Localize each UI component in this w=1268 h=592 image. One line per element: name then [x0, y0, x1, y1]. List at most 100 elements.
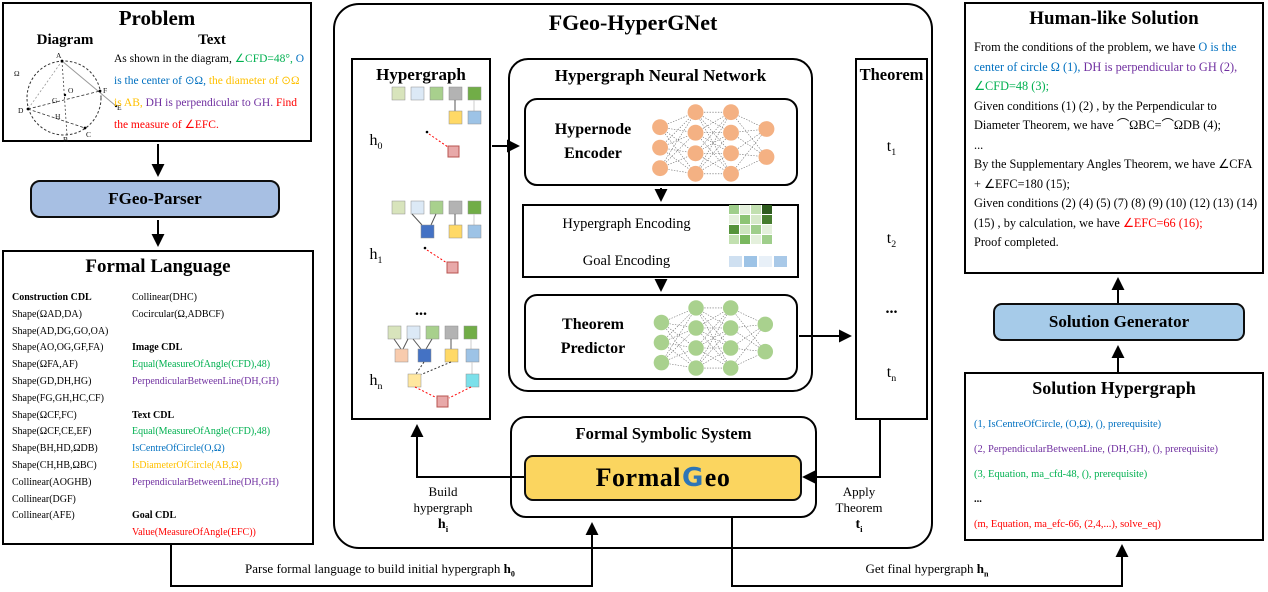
text-line: Given conditions (2) (4) (5) (7) (8) (9)…	[974, 194, 1258, 233]
text-line: Text CDL	[132, 408, 314, 425]
text-segment: Shape(ΩFA,AF)	[12, 359, 78, 371]
text-line: Shape(ΩAD,DA)	[12, 307, 130, 324]
text-segment: Shape(GD,DH,HG)	[12, 375, 92, 387]
text-line: PerpendicularBetweenLine(DH,GH)	[132, 374, 314, 391]
solution-hypergraph-box: Solution Hypergraph (1, IsCentreOfCircle…	[964, 372, 1264, 541]
neural-network-icon	[652, 104, 775, 182]
text-segment: Shape(AD,DG,GO,OA)	[12, 325, 109, 337]
text-line: Shape(CH,HB,ΩBC)	[12, 458, 130, 475]
text-segment: Given conditions (2) (4) (5) (7) (8) (9)…	[974, 196, 1258, 230]
text-line: Equal(MeasureOfAngle(CFD),48)	[132, 424, 314, 441]
goal-cell	[744, 256, 757, 267]
human-like-solution-title: Human-like Solution	[1029, 8, 1199, 29]
goal-cell	[759, 256, 772, 267]
build-hypergraph-label: Build hypergraph hi	[413, 484, 473, 534]
text-segment: Given conditions (1) (2) , by the Perpen…	[974, 98, 1221, 133]
text-segment: PerpendicularBetweenLine(DH,GH)	[132, 375, 279, 387]
hypergraph-h1-label: h1	[369, 246, 383, 267]
text-segment: ...	[974, 137, 984, 152]
text-segment: Shape(ΩAD,DA)	[12, 308, 82, 320]
text-line: ...	[974, 487, 1260, 512]
goal-cell	[774, 256, 787, 267]
theorem-predictor-label: Theorem Predictor	[560, 316, 626, 357]
text-segment: Collinear(DHC)	[132, 292, 197, 303]
text-segment: Shape(ΩCF,FC)	[12, 409, 77, 421]
goal-cell	[729, 256, 742, 267]
text-line: By the Supplementary Angles Theorem, we …	[974, 155, 1258, 194]
formalgeo-g-glyph: G	[681, 463, 704, 493]
solution-generator-label: Solution Generator	[1048, 312, 1190, 331]
text-segment: PerpendicularBetweenLine(DH,GH)	[132, 476, 279, 488]
text-line: (2, PerpendicularBetweenLine, (DH,GH), (…	[974, 437, 1260, 462]
text-segment: DH is perpendicular to GH (2),	[1083, 59, 1238, 74]
heatmap-cell	[729, 235, 739, 244]
heatmap-cell	[740, 215, 750, 224]
hypergraph-snapshot-h0	[391, 86, 482, 158]
text-line: Goal CDL	[132, 508, 314, 525]
solution-hypergraph-title: Solution Hypergraph	[1032, 378, 1196, 398]
hypergraph-encoding-heatmap	[729, 205, 772, 244]
text-line: Proof completed.	[974, 233, 1258, 253]
hypergraph-encoding-label: Hypergraph Encoding	[562, 216, 691, 232]
svg-text:B: B	[63, 135, 68, 144]
text-line: Shape(BH,HD,ΩDB)	[12, 441, 130, 458]
text-segment: ∠CFD=48°,	[234, 53, 296, 65]
heatmap-cell	[762, 205, 772, 214]
heatmap-cell	[762, 225, 772, 234]
text-segment: (2, PerpendicularBetweenLine, (DH,GH), (…	[974, 444, 1219, 455]
text-segment: O is the center of ⊙Ω,	[114, 53, 305, 87]
text-segment: Image CDL	[132, 342, 183, 354]
heatmap-cell	[740, 235, 750, 244]
fgeo-parser-label: FGeo-Parser	[108, 189, 202, 208]
human-like-solution-box: Human-like Solution From the conditions …	[964, 2, 1264, 274]
text-segment: Shape(BH,HD,ΩDB)	[12, 443, 98, 455]
text-line: (1, IsCentreOfCircle, (O,Ω), (), prerequ…	[974, 412, 1260, 437]
svg-text:O: O	[68, 86, 74, 95]
text-segment: (1, IsCentreOfCircle, (O,Ω), (), prerequ…	[974, 419, 1162, 430]
fgeo-parser-button: FGeo-Parser	[30, 180, 280, 218]
diagram-label: Diagram	[36, 32, 94, 48]
text-line: IsDiameterOfCircle(AB,Ω)	[132, 458, 314, 475]
text-line: Equal(MeasureOfAngle(CFD),48)	[132, 357, 314, 374]
solution-hypergraph-text: (1, IsCentreOfCircle, (O,Ω), (), prerequ…	[974, 412, 1260, 537]
text-line	[132, 492, 314, 509]
svg-text:Ω: Ω	[14, 69, 20, 78]
text-segment: Proof completed.	[974, 235, 1059, 249]
heatmap-cell	[751, 235, 761, 244]
hypernode-encoder-box: Hypernode Encoder	[524, 98, 798, 186]
text-label: Text	[198, 32, 226, 48]
text-line: PerpendicularBetweenLine(DH,GH)	[132, 475, 314, 492]
theorem-t2: t2	[886, 230, 897, 251]
goal-encoding-label: Goal Encoding	[582, 253, 671, 269]
theorem-tn: tn	[886, 364, 897, 385]
text-line: Collinear(AOGHB)	[12, 475, 130, 492]
text-segment: Find the measure of ∠EFC.	[114, 97, 298, 131]
formal-language-title: Formal Language	[85, 256, 231, 277]
text-segment: ∠CFD=48 (3);	[974, 79, 1050, 93]
text-line: Shape(GD,DH,HG)	[12, 374, 130, 391]
text-line: Shape(AD,DG,GO,OA)	[12, 324, 130, 341]
text-line: From the conditions of the problem, we h…	[974, 38, 1258, 97]
text-line: Given conditions (1) (2) , by the Perpen…	[974, 97, 1258, 136]
text-line: Shape(FG,GH,HC,CF)	[12, 391, 130, 408]
hypergraph-ellipsis: ...	[415, 302, 427, 319]
text-segment: O is the center of circle Ω (1),	[974, 40, 1237, 74]
text-segment: As shown in the diagram,	[114, 53, 235, 65]
text-line: Shape(ΩCF,CE,EF)	[12, 424, 130, 441]
text-line: Value(MeasureOfAngle(EFC))	[132, 525, 314, 542]
text-segment: (m, Equation, ma_efc-66, (2,4,...), solv…	[974, 519, 1161, 530]
text-line: Construction CDL	[12, 290, 130, 307]
heatmap-cell	[729, 215, 739, 224]
text-line	[132, 324, 314, 341]
heatmap-cell	[762, 235, 772, 244]
hypergraph-h0-label: h0	[369, 132, 383, 153]
heatmap-cell	[751, 215, 761, 224]
goal-encoding-strip	[729, 256, 787, 267]
geometry-diagram: A Ω O GH F E C B D	[14, 51, 122, 144]
text-line: Collinear(DGF)	[12, 492, 130, 509]
text-segment: Shape(FG,GH,HC,CF)	[12, 392, 104, 404]
text-line: Shape(ΩFA,AF)	[12, 357, 130, 374]
solution-generator-button: Solution Generator	[993, 303, 1245, 341]
text-segment: Value(MeasureOfAngle(EFC))	[132, 527, 256, 539]
